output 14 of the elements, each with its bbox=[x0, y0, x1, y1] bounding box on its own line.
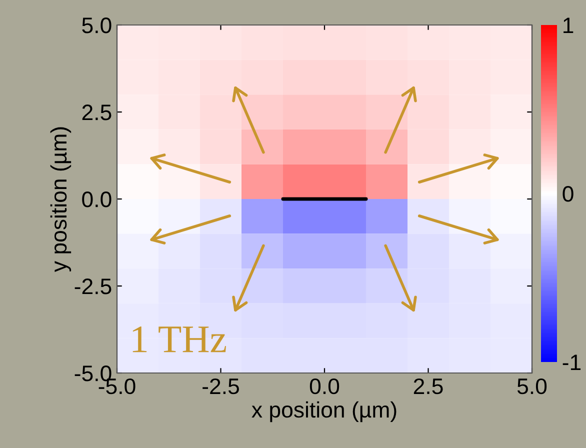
y-tick-label: 2.5 bbox=[82, 104, 112, 120]
x-tick-label: -2.5 bbox=[202, 378, 239, 394]
y-axis-title: y position (µm) bbox=[50, 127, 72, 272]
y-tick-label: 0.0 bbox=[82, 192, 112, 208]
annotation: 1 THz bbox=[132, 326, 226, 352]
color-bar-label: 1 bbox=[564, 18, 574, 34]
y-tick-label: -2.5 bbox=[74, 278, 112, 294]
x-axis-title: x position (µm) bbox=[252, 401, 396, 422]
color-bar-label: -1 bbox=[562, 354, 581, 370]
x-tick-label: 5.0 bbox=[517, 378, 547, 394]
y-tick-label: 5.0 bbox=[82, 18, 112, 34]
color-bar-label: 0 bbox=[562, 186, 574, 202]
x-tick-label: 0.0 bbox=[310, 378, 340, 394]
x-tick-label: 2.5 bbox=[414, 378, 443, 394]
